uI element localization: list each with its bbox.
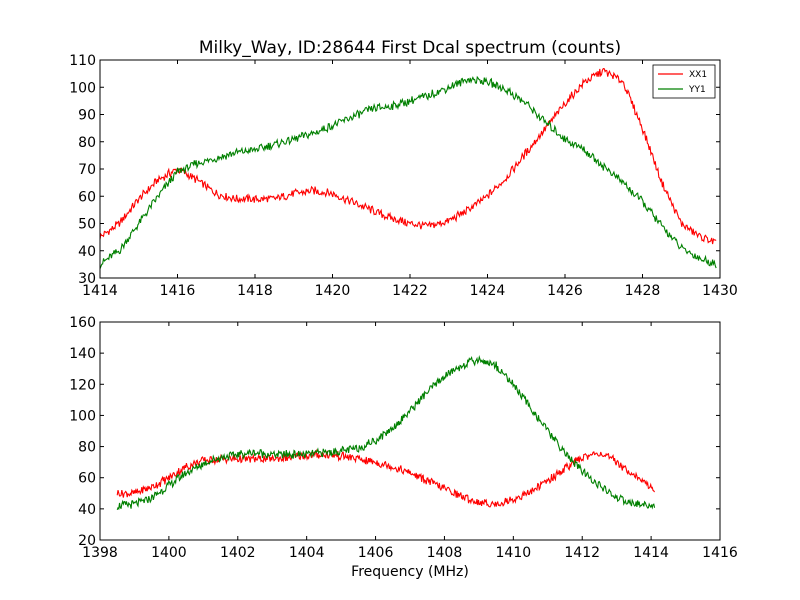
x-tick-label: 1424	[470, 283, 506, 299]
y-tick-label: 90	[78, 108, 96, 124]
x-tick-label: 1414	[82, 283, 118, 299]
x-tick-label: 1406	[358, 545, 394, 561]
y-tick-label: 60	[78, 189, 96, 205]
chart-title: Milky_Way, ID:28644 First Dcal spectrum …	[199, 38, 621, 58]
x-axis-label: Frequency (MHz)	[351, 564, 469, 580]
y-tick-label: 100	[69, 80, 96, 96]
x-tick-label: 1414	[633, 545, 669, 561]
chart-panel-1: 1414 1416 1418 1420 1422 1424 1426 1428 1430 30 40…	[69, 53, 738, 299]
y-tick-label: 50	[78, 217, 96, 233]
x-tick-label: 1426	[547, 283, 583, 299]
x-tick-label: 1400	[151, 545, 187, 561]
legend-box	[652, 64, 716, 99]
x-tick-label: 1430	[702, 283, 738, 299]
x-tick-label: 1422	[392, 283, 428, 299]
y-tick-label: 60	[78, 471, 96, 487]
legend: XX1 YY1	[652, 64, 716, 99]
x-tick-label: 1402	[220, 545, 256, 561]
x-tick-label: 1416	[160, 283, 196, 299]
series-line-yy1	[116, 354, 656, 511]
y-tick-label: 140	[69, 346, 96, 362]
x-tick-label: 1420	[315, 283, 351, 299]
x-tick-label: 1398	[82, 545, 118, 561]
y-tick-label: 160	[69, 315, 96, 331]
x-tick-label: 1428	[625, 283, 661, 299]
x-tick-label: 1416	[702, 545, 738, 561]
y-tick-label: 70	[78, 162, 96, 178]
charts: 1414 1416 1418 1420 1422 1424 1426 1428 1430 30 40…	[69, 53, 738, 561]
series-line-xx1	[99, 68, 717, 245]
y-tick-label: 80	[78, 135, 96, 151]
x-tick-label: 1410	[496, 545, 532, 561]
chart-panel-2: 1398 1400 1402 1404 1406 1408 1410 1412 1414 1416…	[69, 315, 738, 561]
series-line-xx1	[116, 448, 656, 508]
y-tick-label: 110	[69, 53, 96, 69]
y-tick-label: 80	[78, 440, 96, 456]
axes-frame	[99, 321, 721, 541]
legend-label-xx1: XX1	[689, 70, 707, 80]
y-tick-label: 100	[69, 408, 96, 424]
x-tick-label: 1404	[289, 545, 325, 561]
x-tick-label: 1418	[237, 283, 273, 299]
y-tick-label: 30	[78, 271, 96, 287]
y-tick-label: 40	[78, 502, 96, 518]
x-tick-label: 1408	[427, 545, 463, 561]
y-tick-label: 120	[69, 377, 96, 393]
x-tick-label: 1412	[564, 545, 600, 561]
legend-label-yy1: YY1	[688, 85, 706, 95]
y-tick-label: 20	[78, 533, 96, 549]
y-tick-label: 40	[78, 244, 96, 260]
series-line-yy1	[99, 75, 717, 269]
